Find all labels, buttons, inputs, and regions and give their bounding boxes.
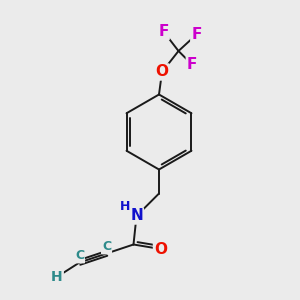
Text: N: N	[130, 208, 143, 224]
Text: O: O	[155, 64, 169, 80]
Text: C: C	[75, 249, 84, 262]
Text: C: C	[102, 240, 111, 254]
Text: H: H	[51, 270, 63, 284]
Text: F: F	[158, 24, 169, 39]
Text: H: H	[120, 200, 130, 214]
Text: O: O	[154, 242, 167, 256]
Text: F: F	[191, 27, 202, 42]
Text: F: F	[187, 57, 197, 72]
